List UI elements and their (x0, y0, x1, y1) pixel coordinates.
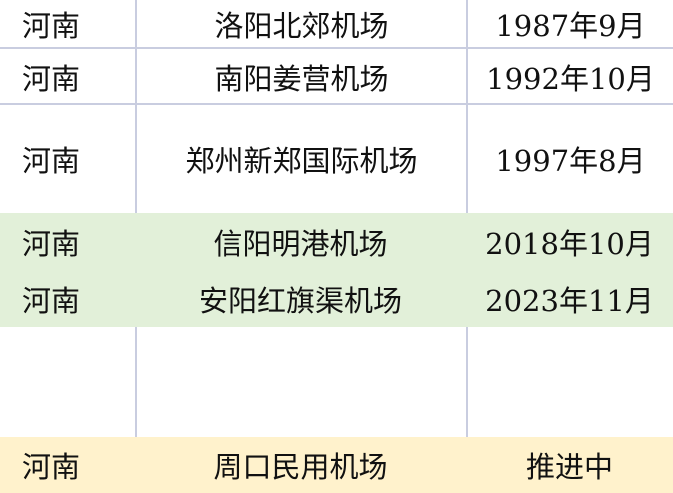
table-row-highlighted: 河南 安阳红旗渠机场 2023年11月 (0, 270, 673, 327)
row-divider (0, 103, 673, 105)
province-cell: 河南 (22, 144, 81, 178)
table-row-empty (0, 327, 673, 437)
airport-cell: 信阳明港机场 (213, 226, 388, 261)
province-cell: 河南 (22, 283, 81, 318)
date-cell: 推进中 (525, 450, 613, 484)
table-row: 河南 洛阳北郊机场 1987年9月 (0, 0, 673, 48)
province-cell: 河南 (22, 61, 81, 96)
table-row-pending: 河南 周口民用机场 推进中 (0, 437, 673, 493)
airport-cell: 安阳红旗渠机场 (198, 283, 402, 318)
province-cell: 河南 (22, 226, 81, 261)
date-cell: 2018年10月 (485, 226, 654, 261)
row-divider (0, 47, 673, 49)
date-cell: 1987年9月 (466, 0, 673, 48)
date-cell (466, 327, 673, 437)
date-cell: 1992年10月 (466, 49, 673, 104)
date-cell: 2023年11月 (485, 283, 654, 318)
table-row-highlighted: 河南 信阳明港机场 2018年10月 (0, 213, 673, 270)
table-row: 河南 南阳姜营机场 1992年10月 (0, 49, 673, 104)
airport-cell (135, 327, 466, 437)
province-cell: 河南 (22, 9, 81, 43)
province-cell (0, 327, 135, 437)
airport-cell: 南阳姜营机场 (135, 49, 466, 104)
airport-cell: 洛阳北郊机场 (135, 0, 466, 48)
table-row: 河南 郑州新郑国际机场 1997年8月 (0, 105, 673, 213)
airport-cell: 周口民用机场 (213, 450, 388, 484)
date-cell: 1997年8月 (466, 105, 673, 213)
airport-cell: 郑州新郑国际机场 (135, 105, 466, 213)
province-cell: 河南 (22, 450, 81, 484)
